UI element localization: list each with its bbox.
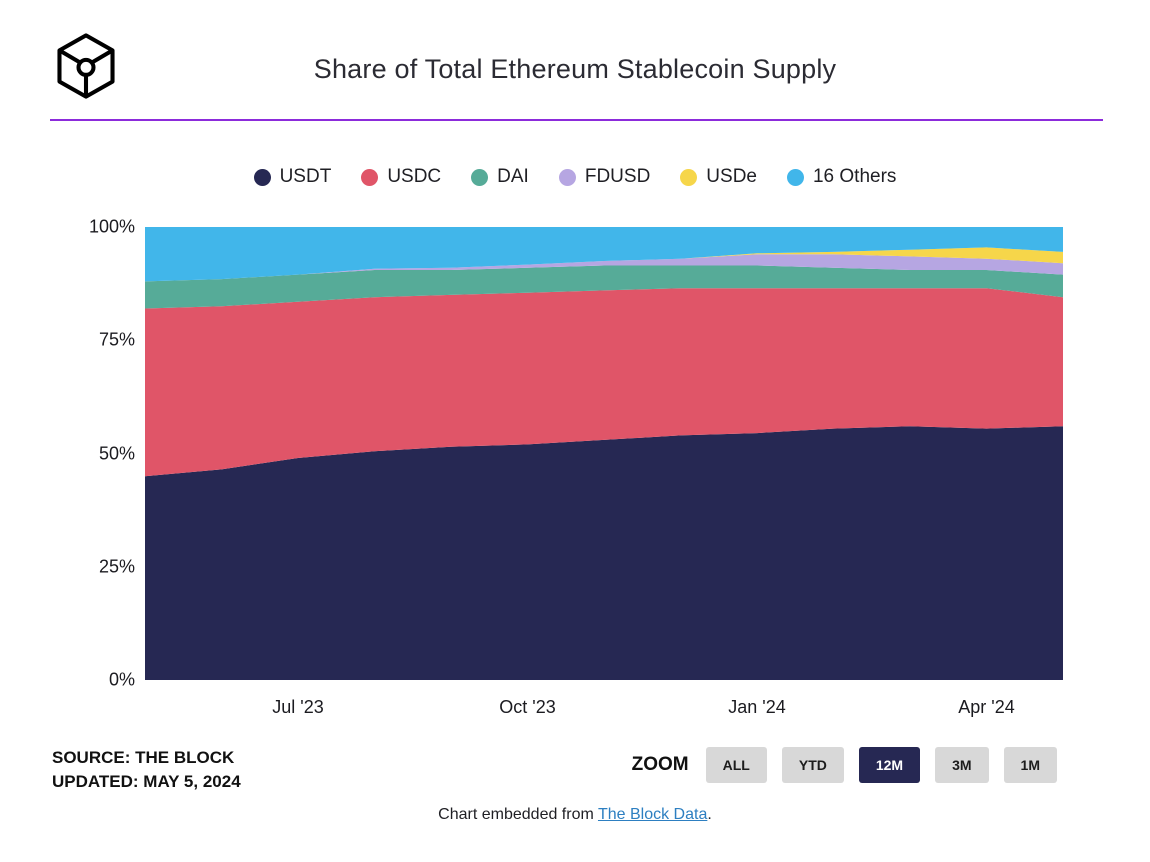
usde-legend-dot-icon (680, 168, 698, 186)
area-series-usdt (145, 426, 1063, 680)
updated-line: UPDATED: MAY 5, 2024 (52, 771, 241, 791)
zoom-label: ZOOM (631, 754, 689, 775)
zoom-button-3m[interactable]: 3M (935, 747, 989, 783)
embed-note-suffix: . (707, 806, 712, 823)
stacked-area-chart (145, 227, 1063, 680)
area-series-dai (145, 265, 1063, 309)
dai-legend-dot-icon (471, 168, 489, 186)
x-tick-jul-23: Jul '23 (272, 697, 324, 717)
zoom-button-all[interactable]: ALL (705, 747, 767, 783)
legend-label-usdc: USDC (387, 166, 442, 187)
y-axis: 100% 75% 50% 25% 0% (40, 217, 135, 690)
embed-note-prefix: Chart embedded from (438, 806, 598, 823)
chart-legend: USDT USDC DAI FDUSD USDe 16 Others (0, 166, 1150, 188)
area-series-fdusd (145, 254, 1063, 282)
area-series-usde (145, 247, 1063, 282)
zoom-button-12m[interactable]: 12M (858, 747, 921, 783)
legend-item-usde[interactable]: USDe (680, 166, 757, 188)
legend-item-usdc[interactable]: USDC (361, 166, 441, 188)
source-attribution: SOURCE: THE BLOCK UPDATED: MAY 5, 2024 (52, 746, 241, 794)
usdt-legend-dot-icon (253, 168, 271, 186)
zoom-controls: ZOOM ALL YTD 12M 3M 1M (632, 747, 1057, 783)
legend-label-usde: USDe (706, 166, 757, 187)
fdusd-legend-dot-icon (558, 168, 576, 186)
x-tick-oct-23: Oct '23 (499, 697, 556, 717)
zoom-button-1m[interactable]: 1M (1003, 747, 1057, 783)
x-axis: Jul '23 Oct '23 Jan '24 Apr '24 (145, 697, 1063, 723)
y-tick-50: 50% (98, 443, 135, 463)
page-title: Share of Total Ethereum Stablecoin Suppl… (313, 54, 837, 84)
source-line: SOURCE: THE BLOCK (52, 748, 235, 767)
legend-label-fdusd: FDUSD (584, 166, 651, 187)
header-divider (50, 119, 1103, 121)
the-block-logo-icon (52, 32, 120, 100)
zoom-button-ytd[interactable]: YTD (781, 747, 844, 783)
area-series-16-others (145, 227, 1063, 282)
legend-label-dai: DAI (497, 166, 529, 187)
legend-item-usdt[interactable]: USDT (253, 166, 332, 188)
legend-label-16-others: 16 Others (812, 166, 897, 187)
usdc-legend-dot-icon (361, 168, 379, 186)
legend-item-dai[interactable]: DAI (471, 166, 529, 188)
chart-plot-area[interactable] (145, 227, 1063, 680)
area-series-usdc (145, 288, 1063, 477)
the-block-data-link[interactable]: The Block Data (597, 806, 708, 823)
16-others-legend-dot-icon (786, 168, 804, 186)
x-tick-apr-24: Apr '24 (958, 697, 1015, 717)
x-tick-jan-24: Jan '24 (728, 697, 786, 717)
y-tick-0: 0% (108, 669, 135, 690)
embed-note: Chart embedded from The Block Data. (0, 806, 1150, 824)
y-tick-75: 75% (98, 329, 135, 350)
y-tick-25: 25% (98, 556, 135, 577)
legend-label-usdt: USDT (279, 166, 332, 187)
legend-item-16-others[interactable]: 16 Others (786, 166, 897, 188)
legend-item-fdusd[interactable]: FDUSD (558, 166, 651, 188)
y-tick-100: 100% (88, 216, 135, 237)
